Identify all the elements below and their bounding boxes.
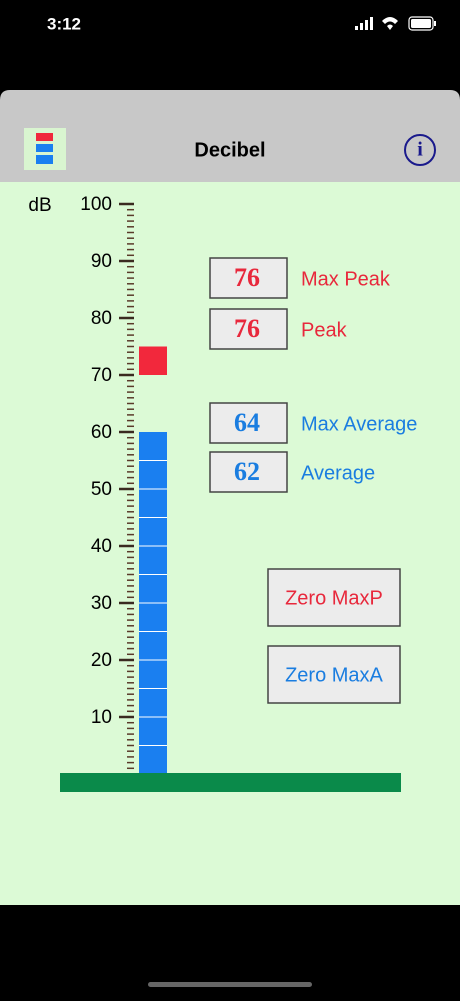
content-bottom bbox=[0, 895, 460, 905]
tick-label: 60 bbox=[91, 422, 112, 443]
meter: 10 20 30 40 50 60 70 80 90 100 bbox=[80, 194, 167, 774]
home-indicator bbox=[148, 982, 312, 987]
buttons: Zero MaxP Zero MaxA bbox=[267, 568, 401, 704]
tick-label: 20 bbox=[91, 650, 112, 671]
readout-box bbox=[209, 451, 288, 493]
readout-value: 64 bbox=[234, 408, 260, 437]
status-time: 3:12 bbox=[47, 14, 81, 33]
svg-text:i: i bbox=[417, 139, 423, 161]
readout-box bbox=[209, 308, 288, 350]
readout-label: Peak bbox=[301, 319, 348, 341]
readouts: 76 Max Peak 76 Peak 64 Max Average 62 Average bbox=[209, 257, 417, 493]
unit-label: dB bbox=[28, 195, 51, 216]
readout-label: Average bbox=[301, 462, 375, 484]
status-icons bbox=[355, 16, 436, 31]
meter-base bbox=[60, 773, 401, 792]
zero-button[interactable] bbox=[267, 645, 401, 704]
peak-marker bbox=[139, 346, 167, 375]
tick-label: 40 bbox=[91, 536, 112, 557]
zero-button-label[interactable]: Zero MaxA bbox=[285, 664, 383, 686]
tick-label: 50 bbox=[91, 479, 112, 500]
tick-label: 30 bbox=[91, 593, 112, 614]
info-button[interactable]: i bbox=[404, 134, 436, 166]
tick-label: 10 bbox=[91, 707, 112, 728]
readout-label: Max Average bbox=[301, 413, 417, 435]
readout-value: 76 bbox=[234, 263, 260, 292]
zero-button-label[interactable]: Zero MaxP bbox=[285, 587, 383, 609]
zero-button[interactable] bbox=[267, 568, 401, 627]
readout-value: 62 bbox=[234, 457, 260, 486]
nav-bar bbox=[0, 90, 460, 182]
nav-title: Decibel bbox=[194, 139, 265, 161]
app-icon[interactable] bbox=[24, 128, 66, 170]
readout-box bbox=[209, 257, 288, 299]
tick-label: 80 bbox=[91, 308, 112, 329]
readout-box bbox=[209, 402, 288, 444]
readout-value: 76 bbox=[234, 314, 260, 343]
tick-label: 70 bbox=[91, 365, 112, 386]
tick-label: 100 bbox=[80, 194, 112, 215]
readout-label: Max Peak bbox=[301, 268, 391, 290]
tick-label: 90 bbox=[91, 251, 112, 272]
